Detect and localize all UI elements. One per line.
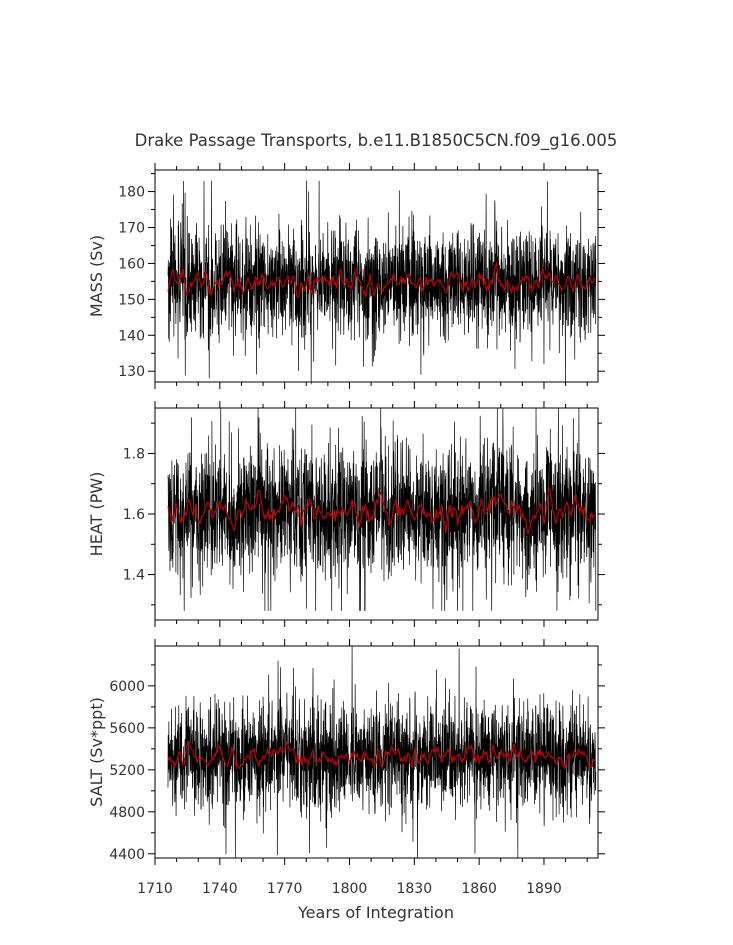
x-tick-label: 1710 [137, 881, 173, 897]
x-tick-label: 1860 [461, 881, 497, 897]
y-axis-title-salt: SALT (Sv*ppt) [87, 697, 106, 807]
series-smoothed-salt [167, 740, 596, 770]
series-smoothed-heat [167, 485, 596, 534]
series-raw-heat [167, 407, 597, 611]
y-tick-label: 130 [118, 364, 145, 380]
x-axis-title: Years of Integration [297, 903, 454, 922]
chart-title: Drake Passage Transports, b.e11.B1850C5C… [135, 131, 618, 151]
y-axis-title-mass: MASS (Sv) [87, 235, 106, 317]
y-tick-label: 180 [118, 185, 145, 201]
y-axis-title-heat: HEAT (PW) [87, 472, 106, 557]
y-tick-label: 140 [118, 328, 145, 344]
panel-heat: 1.4 1.6 1.8 HEAT (PW) [87, 401, 605, 627]
x-tick-label: 1740 [202, 881, 238, 897]
panel-mass: 130 140 150 160 170 180 MASS (Sv) [87, 163, 605, 389]
chart-panels: 130 140 150 160 170 180 MASS (Sv) 1.4 1.6 1.8 HEAT… [87, 163, 605, 897]
y-tick-label: 160 [118, 256, 145, 272]
panel-salt: 4400 4800 5200 5600 6000 1710 1740 1770 1800 1830… [87, 639, 605, 897]
x-tick-label: 1830 [396, 881, 432, 897]
x-tick-label: 1890 [526, 881, 562, 897]
y-tick-label: 4800 [109, 805, 145, 821]
series-smoothed-mass [167, 262, 596, 298]
x-tick-label: 1770 [267, 881, 303, 897]
y-tick-label: 5200 [109, 763, 145, 779]
y-tick-label: 1.8 [123, 446, 145, 462]
y-tick-label: 5600 [109, 721, 145, 737]
y-tick-label: 150 [118, 292, 145, 308]
y-tick-label: 6000 [109, 679, 145, 695]
y-tick-label: 170 [118, 220, 145, 236]
plot-frame-salt [154, 645, 599, 859]
y-tick-label: 4400 [109, 847, 145, 863]
series-raw-mass [167, 180, 597, 386]
y-tick-label: 1.6 [123, 507, 145, 523]
plot-frame-mass [154, 169, 599, 383]
y-tick-label: 1.4 [123, 568, 145, 584]
x-tick-label: 1800 [332, 881, 368, 897]
